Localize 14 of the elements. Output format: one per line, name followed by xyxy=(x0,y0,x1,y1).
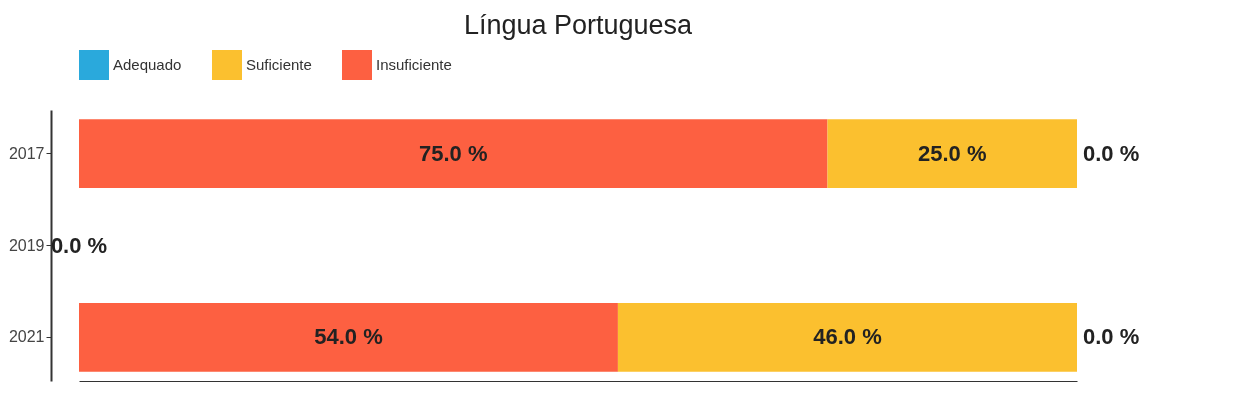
data-label: 0.0 % xyxy=(50,232,108,258)
data-label: 46.0 % xyxy=(813,324,882,350)
data-label: 54.0 % xyxy=(314,324,383,350)
data-label: 0.0 % xyxy=(1083,140,1140,166)
data-label: 75.0 % xyxy=(419,140,488,166)
y-tick-label: 2019 xyxy=(8,236,45,254)
data-label: 0.0 % xyxy=(1083,324,1140,350)
chart-title: Língua Portuguesa xyxy=(463,10,694,40)
legend-label: Adequado xyxy=(113,56,182,73)
y-tick-label: 2017 xyxy=(8,144,45,162)
y-tick-label: 2021 xyxy=(8,328,45,346)
legend-label: Insuficiente xyxy=(376,56,452,73)
data-label: 25.0 % xyxy=(918,140,987,166)
legend-label: Suficiente xyxy=(246,56,312,73)
